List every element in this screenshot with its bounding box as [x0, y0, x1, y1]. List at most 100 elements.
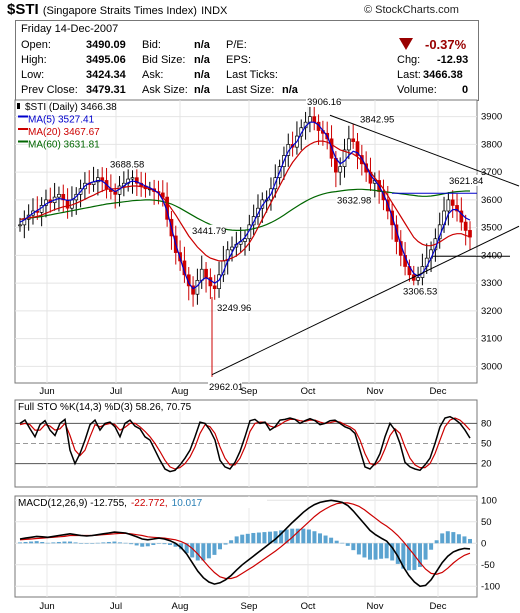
macd-histogram-bar — [106, 541, 111, 544]
price-candle-body — [130, 177, 135, 180]
price-annotation: 3906.16 — [307, 97, 341, 108]
price-annotation-bg — [402, 285, 436, 297]
price-annotation-bg — [109, 158, 143, 170]
sto-legend-bg — [17, 401, 207, 412]
low-label: Low: — [21, 69, 45, 81]
legend-swatch — [18, 115, 28, 118]
price-annotation-bg — [191, 224, 225, 236]
macd-histogram-bar — [262, 532, 267, 544]
price-x-tick: Aug — [172, 386, 189, 397]
macd-histogram-bar — [462, 536, 467, 544]
macd-histogram-bar — [29, 541, 34, 544]
macd-histogram-bar — [301, 528, 306, 544]
macd-histogram-bar — [334, 540, 339, 544]
price-y-tick: 3300 — [481, 278, 502, 289]
price-annotation: 2962.01 — [209, 382, 243, 393]
macd-histogram-bar — [234, 536, 239, 544]
price-annotation-bg — [306, 95, 340, 107]
price-candle-body — [338, 166, 343, 173]
price-candle-body — [208, 277, 213, 287]
macd-histogram-bar — [51, 542, 56, 544]
percent-change: -0.37% — [425, 37, 467, 52]
ma20-line — [19, 140, 471, 262]
price-annotation-bg — [208, 380, 242, 392]
macd-histogram-bar — [268, 531, 272, 544]
price-candle-body — [256, 207, 260, 217]
macd-histogram-bar — [312, 531, 317, 544]
ask-size-label: Ask Size: — [142, 84, 188, 96]
price-candle-body — [342, 149, 347, 167]
macd-histogram-bar — [445, 531, 450, 544]
price-candle-body — [212, 285, 217, 290]
macd-histogram-bar — [306, 529, 311, 544]
resistance-trendline — [329, 114, 520, 187]
macd-histogram-bar — [179, 543, 184, 550]
macd-y-tick: -100 — [481, 581, 500, 592]
legend-swatch — [18, 128, 28, 130]
legend-swatch — [18, 140, 28, 143]
prev-close-value: 3479.31 — [86, 84, 126, 96]
price-annotation: 3621.84 — [449, 176, 483, 187]
price-x-tick: Dec — [430, 386, 447, 397]
symbol: $STI — [7, 1, 39, 18]
brand-link[interactable]: © StockCharts.com — [364, 4, 459, 16]
price-y-tick: 3700 — [481, 167, 502, 178]
macd-histogram-bar — [329, 537, 334, 544]
price-legend-entry: MA(20) 3467.67 — [28, 127, 100, 138]
macd-histogram-bar — [290, 528, 295, 544]
sto-y-tick: 20 — [481, 459, 492, 470]
price-x-tick: Jun — [39, 386, 54, 397]
price-candle-body — [96, 177, 100, 183]
price-annotation: 3306.53 — [403, 286, 437, 297]
sto-y-tick: 80 — [481, 418, 492, 429]
price-y-tick: 3100 — [481, 334, 502, 345]
price-annotation: 3249.96 — [217, 303, 251, 314]
macd-histogram-bar — [56, 541, 61, 544]
volume-label: Volume: — [397, 84, 437, 96]
ask-value: n/a — [194, 69, 210, 81]
macd-histogram-bar — [84, 543, 89, 544]
chart-title: $STI (Singapore Straits Times Index) IND… — [7, 1, 227, 18]
price-annotation: 3632.98 — [337, 196, 371, 207]
sto-legend: Full STO %K(14,3) %D(3) 58.26, 70.75 — [18, 402, 192, 413]
macd-histogram-bar — [223, 543, 228, 545]
bid-size-label: Bid Size: — [142, 54, 186, 66]
macd-histogram-bar — [362, 543, 367, 558]
macd-y-tick: 100 — [481, 495, 497, 506]
macd-histogram-bar — [379, 543, 384, 559]
index-name: (Singapore Straits Times Index) — [42, 5, 197, 17]
bid-size-value: n/a — [194, 54, 210, 66]
macd-x-tick: Oct — [301, 601, 316, 612]
macd-histogram-bar — [390, 543, 395, 561]
macd-histogram-bar — [429, 543, 434, 550]
price-candle-body — [312, 116, 317, 123]
price-candle-body — [243, 238, 247, 242]
macd-legend-entry: -22.772, — [131, 498, 168, 509]
price-legend-entry: MA(5) 3527.41 — [28, 115, 95, 126]
ask-size-value: n/a — [194, 84, 210, 96]
price-annotation: 3441.79 — [192, 226, 226, 237]
down-arrow-icon — [399, 38, 413, 50]
macd-histogram-bar — [318, 533, 322, 544]
macd-legend-entry: 10.017 — [172, 498, 203, 509]
macd-line — [19, 499, 471, 588]
price-candle-body — [355, 141, 360, 156]
price-legend-entry: $STI (Daily) 3466.38 — [25, 102, 117, 113]
last-size-value: n/a — [282, 84, 298, 96]
price-candle-body — [191, 285, 195, 295]
price-x-tick: Jul — [110, 386, 122, 397]
macd-histogram-bar — [123, 542, 128, 544]
price-annotation: 3842.95 — [360, 114, 394, 125]
price-candle-body — [308, 116, 312, 123]
macd-histogram-bar — [279, 530, 284, 544]
price-candle-body — [394, 224, 399, 242]
macd-histogram-bar — [23, 541, 28, 544]
macd-histogram-bar — [118, 542, 122, 544]
macd-histogram-bar — [190, 543, 195, 558]
macd-histogram-bar — [295, 528, 300, 544]
price-y-tick: 3500 — [481, 223, 502, 234]
price-candle-body — [459, 210, 464, 223]
candle-legend-icon — [17, 103, 20, 109]
macd-x-tick: Jun — [39, 601, 54, 612]
